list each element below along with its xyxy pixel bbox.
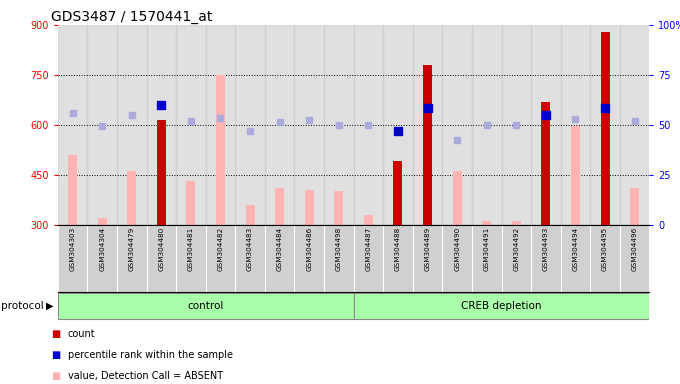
Text: GSM304492: GSM304492	[513, 227, 520, 271]
Text: protocol: protocol	[1, 301, 44, 311]
Text: GSM304480: GSM304480	[158, 227, 165, 271]
Text: GSM304487: GSM304487	[365, 227, 371, 271]
Text: control: control	[188, 301, 224, 311]
Text: GSM304486: GSM304486	[306, 227, 312, 271]
Text: ■: ■	[51, 371, 61, 381]
Text: GSM304483: GSM304483	[247, 227, 253, 271]
Bar	[600, 31, 609, 225]
Text: ▶: ▶	[46, 301, 53, 311]
Text: GSM304490: GSM304490	[454, 227, 460, 271]
Bar	[117, 25, 147, 225]
Bar	[443, 25, 472, 225]
Text: ■: ■	[51, 350, 61, 360]
Bar	[354, 25, 384, 225]
Bar	[561, 25, 590, 225]
Text: GSM304498: GSM304498	[336, 227, 342, 271]
Bar	[294, 25, 324, 225]
Text: GSM304304: GSM304304	[99, 227, 105, 271]
Text: GSM304495: GSM304495	[602, 227, 608, 271]
Text: GSM304484: GSM304484	[277, 227, 283, 271]
Text: ■: ■	[51, 329, 61, 339]
Bar	[157, 120, 166, 225]
Bar	[305, 190, 313, 225]
Bar	[482, 221, 491, 225]
Bar	[541, 101, 550, 225]
Text: GSM304303: GSM304303	[69, 227, 75, 271]
Bar	[335, 191, 343, 225]
Bar	[472, 25, 502, 225]
Bar	[630, 188, 639, 225]
Bar	[87, 25, 117, 225]
Text: GSM304481: GSM304481	[188, 227, 194, 271]
Bar	[590, 25, 620, 225]
Bar	[58, 293, 354, 319]
Bar	[206, 25, 235, 225]
Text: GSM304488: GSM304488	[395, 227, 401, 271]
Bar	[265, 25, 294, 225]
Bar	[324, 25, 354, 225]
Text: GSM304489: GSM304489	[424, 227, 430, 271]
Bar	[68, 155, 77, 225]
Bar	[531, 25, 561, 225]
Bar	[571, 126, 580, 225]
Bar	[384, 25, 413, 225]
Bar	[98, 218, 107, 225]
Text: count: count	[68, 329, 96, 339]
Bar	[413, 25, 442, 225]
Text: GSM304482: GSM304482	[218, 227, 224, 271]
Text: GSM304496: GSM304496	[632, 227, 638, 271]
Bar	[127, 171, 136, 225]
Bar	[512, 221, 521, 225]
Bar	[364, 215, 373, 225]
Bar	[275, 188, 284, 225]
Bar	[245, 205, 254, 225]
Text: percentile rank within the sample: percentile rank within the sample	[68, 350, 233, 360]
Bar	[216, 75, 225, 225]
Text: value, Detection Call = ABSENT: value, Detection Call = ABSENT	[68, 371, 223, 381]
Bar	[58, 25, 87, 225]
Bar	[176, 25, 206, 225]
Text: GSM304494: GSM304494	[573, 227, 579, 271]
Text: CREB depletion: CREB depletion	[461, 301, 542, 311]
Bar	[423, 65, 432, 225]
Bar	[394, 161, 403, 225]
Text: GSM304491: GSM304491	[483, 227, 490, 271]
Bar	[354, 293, 649, 319]
Text: GSM304479: GSM304479	[129, 227, 135, 271]
Bar	[453, 171, 462, 225]
Text: GDS3487 / 1570441_at: GDS3487 / 1570441_at	[51, 10, 212, 23]
Text: GSM304493: GSM304493	[543, 227, 549, 271]
Bar	[235, 25, 265, 225]
Bar	[186, 181, 195, 225]
Bar	[620, 25, 649, 225]
Bar	[147, 25, 176, 225]
Bar	[502, 25, 531, 225]
